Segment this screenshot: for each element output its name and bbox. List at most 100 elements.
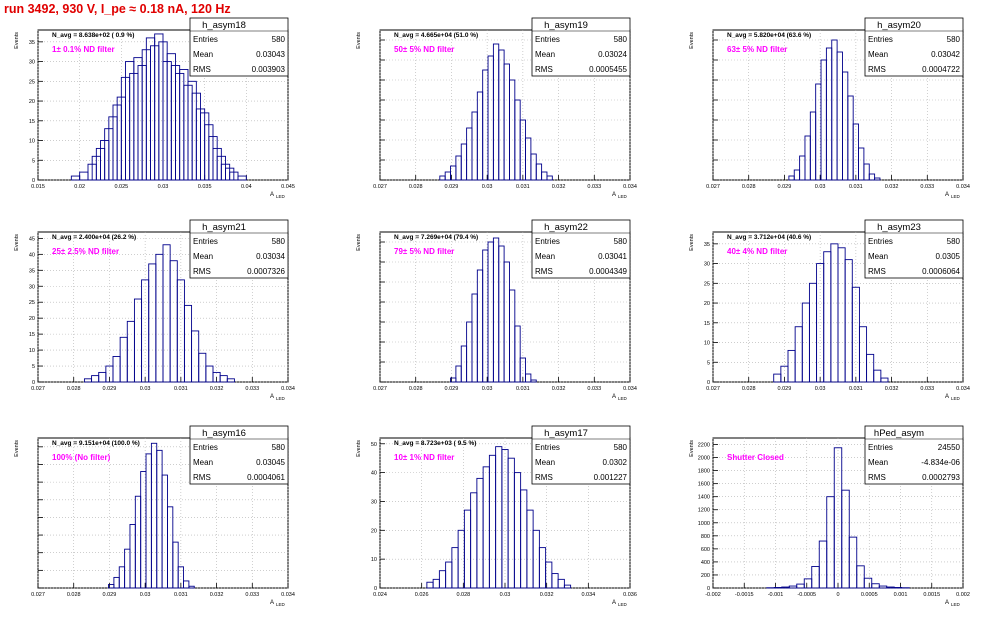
y-tick-label: 45 <box>29 236 35 242</box>
y-tick-label: 0 <box>707 586 710 592</box>
x-tick-label: 0.0015 <box>923 592 940 598</box>
navg-label: N_avg = 5.820e+04 (63.6 %) <box>727 32 811 39</box>
stats-entries-label: Entries <box>868 443 893 452</box>
histogram-bin <box>226 378 235 383</box>
stats-rms-value: 0.0006064 <box>922 267 960 276</box>
stats-box: h_asym16 Entries 580 Mean 0.03045 RMS 0.000406… <box>189 425 289 485</box>
histogram-bin <box>172 541 179 589</box>
stats-box: h_asym19 Entries 580 Mean 0.03024 RMS 0.000545… <box>531 17 631 77</box>
x-axis-label: A <box>945 600 949 606</box>
x-tick-label: 0.032 <box>552 386 566 392</box>
x-tick-label: 0.032 <box>210 386 224 392</box>
stats-title: hPed_asym <box>874 428 924 439</box>
y-tick-label: 50 <box>371 442 377 448</box>
x-tick-label: 0.033 <box>587 184 601 190</box>
x-tick-label: 0.025 <box>114 184 128 190</box>
x-axis-label-subscript: LED <box>618 194 628 199</box>
x-tick-label: 0.027 <box>706 386 720 392</box>
stats-rms-value: 0.0002793 <box>922 473 960 482</box>
x-tick-label: 0.032 <box>540 592 554 598</box>
stats-box: h_asym20 Entries 580 Mean 0.03042 RMS 0.000472… <box>864 17 964 77</box>
stats-rms-label: RMS <box>193 267 211 276</box>
y-tick-label: 10 <box>704 341 710 347</box>
navg-label: N_avg = 9.151e+04 (100.0 %) <box>52 440 140 447</box>
x-tick-label: -0.0015 <box>735 592 754 598</box>
y-tick-label: 25 <box>704 281 710 287</box>
x-tick-label: 0.029 <box>103 386 117 392</box>
x-tick-label: 0.028 <box>67 592 81 598</box>
stats-box: hPed_asym Entries 24550 Mean -4.834e-06 RMS 0.… <box>864 425 964 485</box>
stats-entries-label: Entries <box>193 443 218 452</box>
histogram-bin <box>866 353 875 383</box>
y-tick-label: 600 <box>701 547 710 553</box>
stats-rms-label: RMS <box>193 65 211 74</box>
navg-label: N_avg = 7.269e+04 (79.4 %) <box>394 234 478 241</box>
x-tick-label: 0.028 <box>456 592 470 598</box>
x-axis-label: A <box>270 394 274 400</box>
stats-box: h_asym17 Entries 580 Mean 0.0302 RMS 0.001227 <box>531 425 631 485</box>
stats-entries-value: 580 <box>614 443 628 452</box>
stats-box-frame <box>189 17 289 77</box>
x-tick-label: 0.028 <box>409 386 423 392</box>
stats-rms-value: 0.0007326 <box>247 267 285 276</box>
x-tick-label: 0.032 <box>885 386 899 392</box>
histogram-panel-h_asym22: 0.027 0.028 0.029 0.03 0.031 0.032 0.033 0.034 E… <box>356 219 637 401</box>
histogram-bin <box>183 580 190 589</box>
y-axis-label: Events <box>14 32 20 49</box>
x-tick-label: 0.03 <box>482 386 493 392</box>
stats-box: h_asym22 Entries 580 Mean 0.03041 RMS 0.000434… <box>531 219 631 279</box>
x-tick-label: 0.034 <box>581 592 595 598</box>
x-tick-label: 0.028 <box>742 184 756 190</box>
stats-mean-label: Mean <box>535 252 555 261</box>
filter-annotation: 1± 0.1% ND filter <box>52 45 115 54</box>
stats-box-frame <box>531 17 631 77</box>
stats-entries-value: 580 <box>614 35 628 44</box>
histogram-bin <box>863 577 873 589</box>
histogram-panel-h_asym21: 0.027 0.028 0.029 0.03 0.031 0.032 0.033 0.034 0… <box>14 219 295 401</box>
x-tick-label: 0.015 <box>31 184 45 190</box>
x-tick-label: 0.034 <box>281 592 295 598</box>
y-tick-label: 2000 <box>698 456 710 462</box>
stats-box: h_asym18 Entries 580 Mean 0.03043 RMS 0.003903 <box>189 17 289 77</box>
stats-rms-label: RMS <box>868 267 886 276</box>
stats-box-frame <box>531 425 631 485</box>
stats-mean-value: 0.03034 <box>256 252 285 261</box>
stats-title: h_asym23 <box>877 222 921 233</box>
stats-box-frame <box>864 425 964 485</box>
histogram-bin <box>874 177 881 181</box>
histogram-bin <box>868 173 876 181</box>
x-tick-label: 0.029 <box>778 184 792 190</box>
y-tick-label: 10 <box>29 348 35 354</box>
x-tick-label: 0.045 <box>281 184 295 190</box>
stats-entries-label: Entries <box>535 35 560 44</box>
histogram-panel-h_asym23: 0.027 0.028 0.029 0.03 0.031 0.032 0.033 0.034 0… <box>689 219 970 401</box>
y-tick-label: 30 <box>704 262 710 268</box>
x-tick-label: 0.03 <box>500 592 511 598</box>
x-tick-label: 0.029 <box>445 184 459 190</box>
stats-entries-label: Entries <box>193 237 218 246</box>
stats-rms-label: RMS <box>535 473 553 482</box>
histogram-panel-h_asym20: 0.027 0.028 0.029 0.03 0.031 0.032 0.033 0.034 E… <box>689 17 970 199</box>
stats-title: h_asym22 <box>544 222 588 233</box>
filter-annotation: 100% (No filter) <box>52 453 111 462</box>
stats-entries-value: 580 <box>947 237 961 246</box>
stats-box-frame <box>531 219 631 279</box>
y-tick-label: 40 <box>29 252 35 258</box>
y-axis-label: Events <box>356 234 362 251</box>
stats-rms-value: 0.0004061 <box>247 473 285 482</box>
y-axis-label: Events <box>689 234 695 251</box>
x-tick-label: 0.036 <box>623 592 637 598</box>
stats-title: h_asym21 <box>202 222 246 233</box>
x-tick-label: 0.027 <box>31 386 45 392</box>
stats-box-frame <box>189 425 289 485</box>
y-tick-label: 15 <box>29 332 35 338</box>
stats-mean-value: 0.0302 <box>603 458 628 467</box>
navg-label: N_avg = 3.712e+04 (40.6 %) <box>727 234 811 241</box>
histogram-panel-h_asym17: 0.024 0.026 0.028 0.03 0.032 0.034 0.036 0 10 20 3… <box>356 425 637 607</box>
histogram-bin <box>177 566 184 589</box>
stats-title: h_asym20 <box>877 20 921 31</box>
histogram-bin <box>519 357 526 383</box>
histogram-panel-h_asym19: 0.027 0.028 0.029 0.03 0.031 0.032 0.033 0.034 E… <box>356 17 637 199</box>
stats-box-frame <box>864 17 964 77</box>
